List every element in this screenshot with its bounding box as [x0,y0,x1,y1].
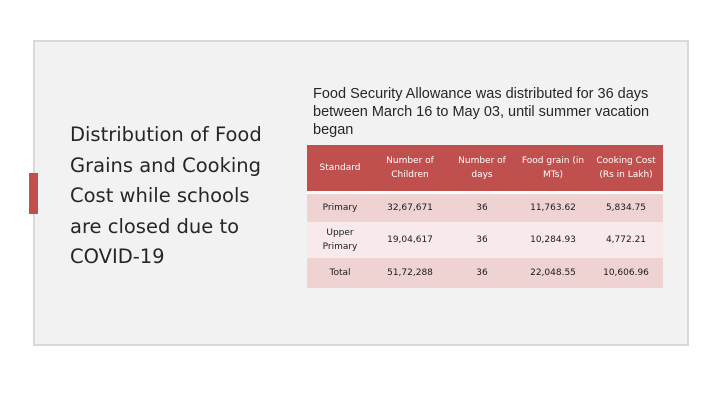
cell-food-grain: 10,284.93 [530,235,576,245]
table-row: Upper Primary 19,04,617 36 10,284.93 4,7… [307,222,663,258]
cell-food-grain: 11,763.62 [530,202,576,213]
table-header-row: Standard Number of Children Number of da… [307,145,663,194]
accent-bar [29,173,38,214]
cell-children: 19,04,617 [387,235,433,245]
cell-standard: Primary [322,202,358,213]
header-cooking-cost: Cooking Cost (Rs in Lakh) [589,145,663,194]
cell-cooking-cost: 4,772.21 [605,235,647,245]
intro-text: Food Security Allowance was distributed … [313,86,650,138]
cell-children: 51,72,288 [387,268,433,278]
header-standard: Standard [307,145,373,194]
cell-cooking-cost: 5,834.75 [605,202,647,213]
slide-title: Distribution of Food Grains and Cooking … [70,123,262,268]
cell-children: 32,67,671 [387,202,433,213]
cell-cooking-cost: 10,606.96 [603,268,649,278]
slide-frame [33,40,689,346]
cell-days: 36 [476,235,488,245]
header-number-of-days: Number of days [447,145,517,194]
cell-standard: Upper Primary [322,228,358,252]
header-number-of-children: Number of Children [373,145,447,194]
table-row: Total 51,72,288 36 22,048.55 10,606.96 [307,258,663,288]
table-row: Primary 32,67,671 36 11,763.62 5,834.75 [307,192,663,222]
cell-days: 36 [476,268,488,278]
cell-days: 36 [476,202,488,213]
cell-food-grain: 22,048.55 [530,268,576,278]
cell-standard: Total [329,268,351,278]
header-food-grain: Food grain (in MTs) [517,145,589,194]
allocation-table: Standard Number of Children Number of da… [307,145,663,288]
